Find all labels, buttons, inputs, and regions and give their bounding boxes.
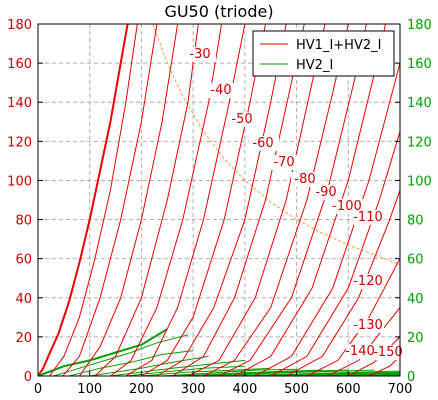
curve-label: -80	[294, 172, 315, 187]
curve-label: -60	[252, 136, 273, 151]
x-tick-label: 400	[232, 382, 257, 397]
total-current-curve	[285, 190, 400, 376]
total-current-curve	[48, 24, 138, 376]
curve-label: -40	[210, 83, 231, 98]
y-tick-label-right: 0	[407, 370, 415, 385]
legend-label-total: HV1_I+HV2_I	[296, 38, 381, 53]
y-tick-label-left: 60	[15, 253, 32, 268]
y-tick-label-left: 0	[24, 370, 32, 385]
chart-title: GU50 (triode)	[164, 2, 273, 21]
total-current-curve	[254, 62, 400, 376]
y-tick-label-right: 160	[407, 57, 432, 72]
legend-box	[252, 30, 395, 77]
total-current-curve	[38, 24, 129, 376]
total-current-curve	[187, 24, 326, 376]
total-current-curve	[203, 24, 349, 376]
y-tick-label-left: 140	[7, 96, 32, 111]
x-tick-label: 200	[129, 382, 154, 397]
curve-label-bg	[346, 344, 376, 359]
y-tick-label-right: 20	[407, 331, 424, 346]
g2-current-curve	[208, 369, 375, 376]
plot-curves	[38, 24, 400, 376]
y-tick-label-right: 120	[407, 135, 432, 150]
g2-current-curve	[68, 350, 194, 376]
curve-label-bg	[270, 155, 300, 170]
curve-label: -30	[189, 47, 210, 62]
curve-label: -50	[231, 112, 252, 127]
total-current-curve	[270, 131, 400, 376]
x-tick-label: 300	[181, 382, 206, 397]
total-current-curve	[306, 258, 400, 376]
curve-label-bg	[354, 274, 384, 289]
y-tick-label-right: 60	[407, 253, 424, 268]
y-tick-label-right: 40	[407, 292, 424, 307]
curve-label-bg	[312, 185, 342, 200]
dissipation-curve	[152, 24, 400, 265]
curve-label: -120	[353, 274, 383, 289]
curve-labels: -30-40-50-60-70-80-90-100-110-120-130-14…	[186, 47, 404, 360]
g2-current-curve	[53, 334, 189, 376]
y-tick-label-left: 100	[7, 174, 32, 189]
y-tick-label-left: 120	[7, 135, 32, 150]
y-tick-label-left: 80	[15, 214, 32, 229]
g2-current-curve	[38, 328, 168, 376]
curve-label: -130	[353, 318, 383, 333]
total-current-curve	[141, 24, 266, 376]
g2-current-curve	[193, 369, 349, 376]
x-tick-label: 700	[388, 382, 413, 397]
x-tick-label: 100	[77, 382, 102, 397]
y-tick-label-left: 180	[7, 18, 32, 33]
y-tick-label-right: 140	[407, 96, 432, 111]
plot-frame	[37, 23, 401, 377]
g2-current-curve	[89, 355, 209, 376]
legend-label-g2: HV2_I	[296, 58, 333, 73]
legend: HV1_I+HV2_I HV2_I	[252, 30, 395, 77]
y-tick-label-right: 80	[407, 214, 424, 229]
curve-label-bg	[207, 83, 237, 98]
total-current-curve	[62, 24, 158, 376]
total-current-curve	[172, 24, 305, 376]
curve-label: -110	[353, 210, 383, 225]
curve-label-bg	[354, 318, 384, 333]
total-current-curve	[94, 24, 199, 376]
total-current-curve	[156, 24, 287, 376]
x-tick-label: 600	[336, 382, 361, 397]
curve-label: -70	[273, 155, 294, 170]
total-current-curve	[327, 307, 400, 376]
y-tick-label-left: 20	[15, 331, 32, 346]
curve-label: -150	[373, 345, 403, 360]
curve-label-bg	[249, 136, 279, 151]
curve-label-bg	[291, 172, 321, 187]
curve-label-bg	[354, 210, 384, 225]
g2-current-curve	[162, 368, 297, 376]
curve-label-bg	[374, 345, 404, 360]
g2-current-curve	[141, 367, 271, 376]
curve-label: -90	[315, 185, 336, 200]
y-tick-label-left: 160	[7, 57, 32, 72]
y-tick-label-right: 100	[407, 174, 432, 189]
y-tick-label-right: 180	[407, 18, 432, 33]
total-current-curve	[78, 24, 179, 376]
curve-label-bg	[228, 112, 258, 127]
curve-label: -140	[345, 344, 375, 359]
y-tick-label-left: 40	[15, 292, 32, 307]
curve-label-bg	[186, 47, 216, 62]
x-tick-label: 0	[34, 382, 42, 397]
x-tick-label: 500	[284, 382, 309, 397]
total-current-curve	[125, 24, 246, 376]
